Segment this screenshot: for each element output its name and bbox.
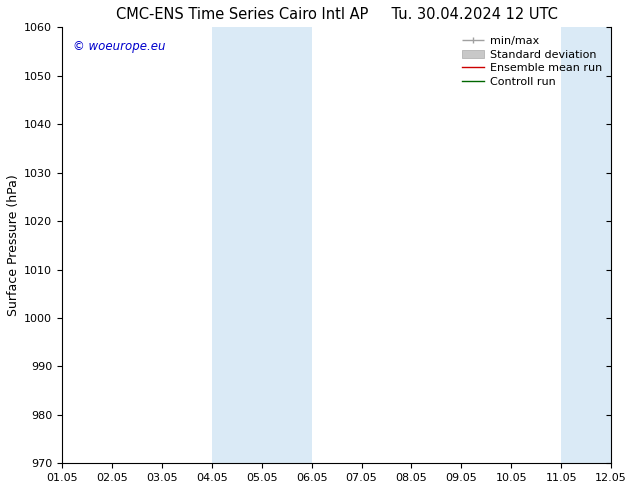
Legend: min/max, Standard deviation, Ensemble mean run, Controll run: min/max, Standard deviation, Ensemble me… [459,33,605,90]
Text: © woeurope.eu: © woeurope.eu [73,40,165,53]
Bar [561,27,611,464]
Title: CMC-ENS Time Series Cairo Intl AP     Tu. 30.04.2024 12 UTC: CMC-ENS Time Series Cairo Intl AP Tu. 30… [115,7,557,22]
Bar [212,27,311,464]
Y-axis label: Surface Pressure (hPa): Surface Pressure (hPa) [7,174,20,316]
